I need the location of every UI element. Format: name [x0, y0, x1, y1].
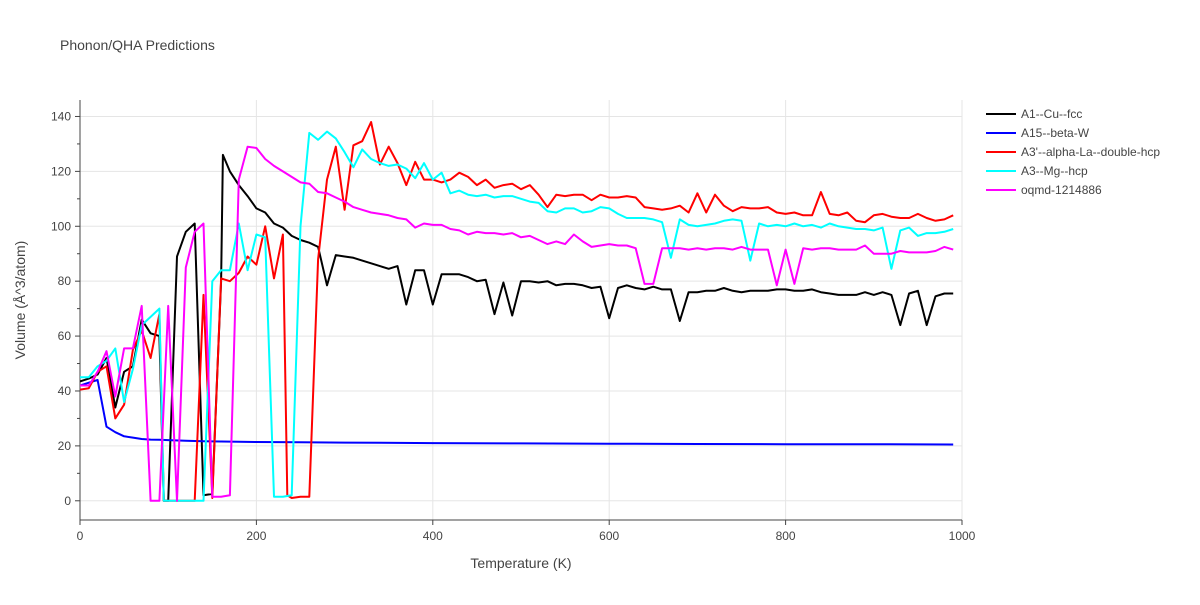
y-tick-label: 20 — [58, 439, 72, 453]
y-tick-label: 120 — [51, 164, 71, 178]
legend-label: A3--Mg--hcp — [1021, 164, 1088, 178]
y-tick-label: 80 — [58, 274, 72, 288]
legend-label: A3'--alpha-La--double-hcp — [1021, 145, 1160, 159]
x-tick-label: 800 — [776, 529, 796, 543]
y-tick-label: 140 — [51, 109, 71, 123]
x-axis-title: Temperature (K) — [470, 555, 571, 571]
legend[interactable]: A1--Cu--fcc A15--beta-W A3'--alpha-La--dou… — [986, 107, 1160, 197]
chart-title: Phonon/QHA Predictions — [60, 37, 215, 53]
series-line-4 — [80, 130, 954, 502]
legend-label: oqmd-1214886 — [1021, 183, 1102, 197]
legend-item[interactable]: A15--beta-W — [986, 126, 1090, 140]
y-tick-label: 0 — [64, 494, 71, 508]
series-line-2 — [80, 379, 954, 446]
legend-item[interactable]: oqmd-1214886 — [986, 183, 1102, 197]
y-tick-label: 60 — [58, 329, 72, 343]
y-axis-title: Volume (Å^3/atom) — [12, 241, 28, 360]
legend-item[interactable]: A3'--alpha-La--double-hcp — [986, 145, 1160, 159]
y-tick-label: 40 — [58, 384, 72, 398]
legend-label: A1--Cu--fcc — [1021, 107, 1082, 121]
x-tick-label: 200 — [246, 529, 266, 543]
series-lines — [80, 121, 954, 502]
x-tick-label: 0 — [77, 529, 84, 543]
legend-item[interactable]: A3--Mg--hcp — [986, 164, 1088, 178]
x-tick-label: 1000 — [949, 529, 976, 543]
legend-label: A15--beta-W — [1021, 126, 1090, 140]
axes: 0 200 400 600 800 1000 0 20 40 60 80 100 120 140 — [51, 100, 976, 543]
x-tick-label: 600 — [599, 529, 619, 543]
y-tick-label: 100 — [51, 219, 71, 233]
legend-item[interactable]: A1--Cu--fcc — [986, 107, 1082, 121]
series-line-3 — [80, 121, 954, 502]
x-tick-label: 400 — [423, 529, 443, 543]
series-line-5 — [80, 145, 954, 502]
